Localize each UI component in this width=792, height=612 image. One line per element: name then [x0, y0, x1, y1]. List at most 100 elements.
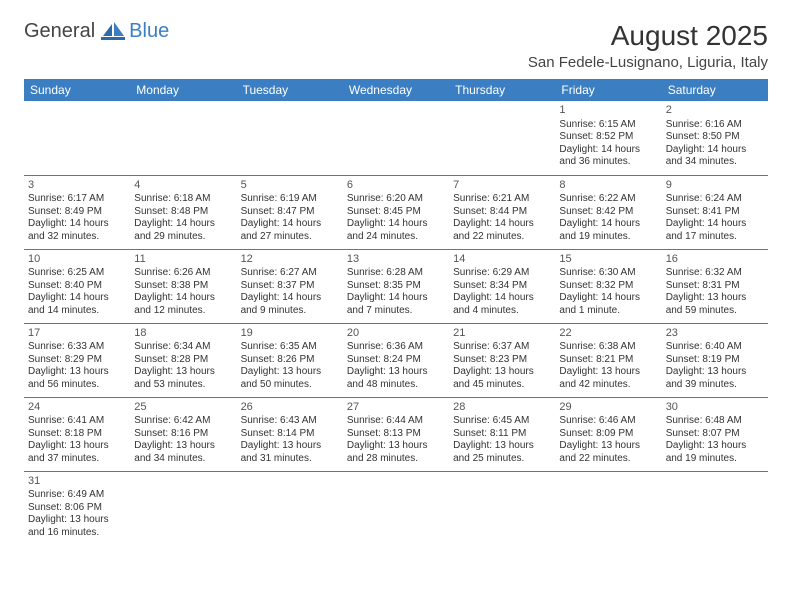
sunrise-text: Sunrise: 6:34 AM — [134, 341, 232, 354]
calendar-cell: 29Sunrise: 6:46 AMSunset: 8:09 PMDayligh… — [555, 397, 661, 471]
day-number: 18 — [134, 327, 232, 341]
day-number: 30 — [666, 401, 764, 415]
daylight-text: Daylight: 13 hours and 39 minutes. — [666, 366, 764, 391]
day-number: 28 — [453, 401, 551, 415]
sunrise-text: Sunrise: 6:21 AM — [453, 193, 551, 206]
calendar-cell: 8Sunrise: 6:22 AMSunset: 8:42 PMDaylight… — [555, 175, 661, 249]
calendar-cell — [343, 471, 449, 545]
calendar-page: General Blue August 2025 San Fedele-Lusi… — [0, 0, 792, 565]
daylight-text: Daylight: 14 hours and 24 minutes. — [347, 218, 445, 243]
daylight-text: Daylight: 13 hours and 19 minutes. — [666, 440, 764, 465]
day-number: 22 — [559, 327, 657, 341]
sunset-text: Sunset: 8:16 PM — [134, 428, 232, 441]
calendar-cell: 19Sunrise: 6:35 AMSunset: 8:26 PMDayligh… — [237, 323, 343, 397]
sunset-text: Sunset: 8:47 PM — [241, 206, 339, 219]
calendar-cell — [24, 101, 130, 175]
sunset-text: Sunset: 8:23 PM — [453, 354, 551, 367]
sunrise-text: Sunrise: 6:16 AM — [666, 119, 764, 132]
day-header: Wednesday — [343, 79, 449, 101]
calendar-cell: 10Sunrise: 6:25 AMSunset: 8:40 PMDayligh… — [24, 249, 130, 323]
day-header: Saturday — [662, 79, 768, 101]
daylight-text: Daylight: 14 hours and 9 minutes. — [241, 292, 339, 317]
daylight-text: Daylight: 14 hours and 17 minutes. — [666, 218, 764, 243]
calendar-row: 3Sunrise: 6:17 AMSunset: 8:49 PMDaylight… — [24, 175, 768, 249]
calendar-cell: 17Sunrise: 6:33 AMSunset: 8:29 PMDayligh… — [24, 323, 130, 397]
header: General Blue August 2025 San Fedele-Lusi… — [24, 20, 768, 71]
sunrise-text: Sunrise: 6:20 AM — [347, 193, 445, 206]
sunset-text: Sunset: 8:40 PM — [28, 280, 126, 293]
day-number: 27 — [347, 401, 445, 415]
sunrise-text: Sunrise: 6:26 AM — [134, 267, 232, 280]
day-header: Thursday — [449, 79, 555, 101]
logo-text-general: General — [24, 20, 95, 43]
calendar-cell — [130, 101, 236, 175]
calendar-cell — [237, 101, 343, 175]
sunset-text: Sunset: 8:37 PM — [241, 280, 339, 293]
daylight-text: Daylight: 14 hours and 4 minutes. — [453, 292, 551, 317]
calendar-row: 31Sunrise: 6:49 AMSunset: 8:06 PMDayligh… — [24, 471, 768, 545]
day-number: 26 — [241, 401, 339, 415]
sunrise-text: Sunrise: 6:44 AM — [347, 415, 445, 428]
calendar-row: 1Sunrise: 6:15 AMSunset: 8:52 PMDaylight… — [24, 101, 768, 175]
day-number: 9 — [666, 179, 764, 193]
sunset-text: Sunset: 8:41 PM — [666, 206, 764, 219]
day-header-row: Sunday Monday Tuesday Wednesday Thursday… — [24, 79, 768, 101]
day-number: 6 — [347, 179, 445, 193]
calendar-cell: 9Sunrise: 6:24 AMSunset: 8:41 PMDaylight… — [662, 175, 768, 249]
daylight-text: Daylight: 13 hours and 48 minutes. — [347, 366, 445, 391]
sunset-text: Sunset: 8:45 PM — [347, 206, 445, 219]
daylight-text: Daylight: 14 hours and 27 minutes. — [241, 218, 339, 243]
daylight-text: Daylight: 14 hours and 1 minute. — [559, 292, 657, 317]
calendar-cell: 21Sunrise: 6:37 AMSunset: 8:23 PMDayligh… — [449, 323, 555, 397]
sunset-text: Sunset: 8:35 PM — [347, 280, 445, 293]
sunrise-text: Sunrise: 6:45 AM — [453, 415, 551, 428]
sunset-text: Sunset: 8:14 PM — [241, 428, 339, 441]
sunrise-text: Sunrise: 6:40 AM — [666, 341, 764, 354]
day-number: 10 — [28, 253, 126, 267]
calendar-cell: 11Sunrise: 6:26 AMSunset: 8:38 PMDayligh… — [130, 249, 236, 323]
daylight-text: Daylight: 13 hours and 25 minutes. — [453, 440, 551, 465]
sunset-text: Sunset: 8:31 PM — [666, 280, 764, 293]
sunrise-text: Sunrise: 6:43 AM — [241, 415, 339, 428]
daylight-text: Daylight: 14 hours and 19 minutes. — [559, 218, 657, 243]
sunset-text: Sunset: 8:09 PM — [559, 428, 657, 441]
daylight-text: Daylight: 13 hours and 56 minutes. — [28, 366, 126, 391]
calendar-cell: 12Sunrise: 6:27 AMSunset: 8:37 PMDayligh… — [237, 249, 343, 323]
sunset-text: Sunset: 8:49 PM — [28, 206, 126, 219]
sunrise-text: Sunrise: 6:36 AM — [347, 341, 445, 354]
day-header: Tuesday — [237, 79, 343, 101]
calendar-row: 10Sunrise: 6:25 AMSunset: 8:40 PMDayligh… — [24, 249, 768, 323]
calendar-cell — [449, 471, 555, 545]
day-number: 20 — [347, 327, 445, 341]
sunset-text: Sunset: 8:32 PM — [559, 280, 657, 293]
day-number: 16 — [666, 253, 764, 267]
sunset-text: Sunset: 8:28 PM — [134, 354, 232, 367]
sunrise-text: Sunrise: 6:32 AM — [666, 267, 764, 280]
calendar-cell: 24Sunrise: 6:41 AMSunset: 8:18 PMDayligh… — [24, 397, 130, 471]
sunset-text: Sunset: 8:44 PM — [453, 206, 551, 219]
logo-text-blue: Blue — [129, 20, 169, 43]
calendar-row: 17Sunrise: 6:33 AMSunset: 8:29 PMDayligh… — [24, 323, 768, 397]
daylight-text: Daylight: 13 hours and 42 minutes. — [559, 366, 657, 391]
calendar-cell: 26Sunrise: 6:43 AMSunset: 8:14 PMDayligh… — [237, 397, 343, 471]
sunrise-text: Sunrise: 6:28 AM — [347, 267, 445, 280]
calendar-cell: 28Sunrise: 6:45 AMSunset: 8:11 PMDayligh… — [449, 397, 555, 471]
daylight-text: Daylight: 14 hours and 12 minutes. — [134, 292, 232, 317]
sunrise-text: Sunrise: 6:22 AM — [559, 193, 657, 206]
sunrise-text: Sunrise: 6:49 AM — [28, 489, 126, 502]
daylight-text: Daylight: 13 hours and 50 minutes. — [241, 366, 339, 391]
sunset-text: Sunset: 8:24 PM — [347, 354, 445, 367]
calendar-cell: 16Sunrise: 6:32 AMSunset: 8:31 PMDayligh… — [662, 249, 768, 323]
sunset-text: Sunset: 8:19 PM — [666, 354, 764, 367]
day-number: 5 — [241, 179, 339, 193]
day-number: 23 — [666, 327, 764, 341]
sunrise-text: Sunrise: 6:48 AM — [666, 415, 764, 428]
daylight-text: Daylight: 14 hours and 7 minutes. — [347, 292, 445, 317]
calendar-cell — [130, 471, 236, 545]
sunset-text: Sunset: 8:21 PM — [559, 354, 657, 367]
daylight-text: Daylight: 14 hours and 22 minutes. — [453, 218, 551, 243]
sunrise-text: Sunrise: 6:35 AM — [241, 341, 339, 354]
sunset-text: Sunset: 8:52 PM — [559, 131, 657, 144]
day-number: 15 — [559, 253, 657, 267]
daylight-text: Daylight: 13 hours and 28 minutes. — [347, 440, 445, 465]
